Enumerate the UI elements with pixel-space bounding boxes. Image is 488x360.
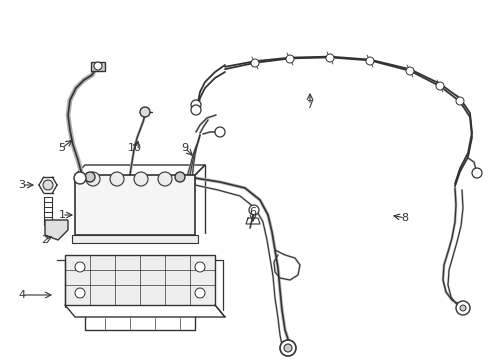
Circle shape [365,57,373,65]
Text: 8: 8 [401,213,408,223]
Circle shape [75,262,85,272]
Circle shape [248,205,259,215]
Bar [72,235,198,243]
Circle shape [134,172,148,186]
Bar [91,62,105,71]
Circle shape [140,107,150,117]
Circle shape [215,127,224,137]
Circle shape [285,55,293,63]
Circle shape [455,301,469,315]
Circle shape [435,82,443,90]
Circle shape [75,288,85,298]
Text: 2: 2 [41,235,48,245]
Circle shape [175,172,184,182]
Circle shape [250,59,259,67]
Circle shape [195,288,204,298]
Text: 6: 6 [249,207,256,217]
Circle shape [85,172,95,182]
Text: 5: 5 [59,143,65,153]
Circle shape [74,172,86,184]
Polygon shape [45,220,68,240]
Circle shape [191,100,201,110]
Circle shape [86,172,100,186]
Text: 3: 3 [19,180,25,190]
Circle shape [191,105,201,115]
Circle shape [284,344,291,352]
Circle shape [195,262,204,272]
Text: 1: 1 [59,210,65,220]
Bar [65,255,215,305]
Bar [75,175,195,235]
Text: 10: 10 [128,143,142,153]
Text: 4: 4 [19,290,25,300]
Text: 9: 9 [181,143,188,153]
Circle shape [158,172,172,186]
Circle shape [110,172,124,186]
Circle shape [471,168,481,178]
Circle shape [280,340,295,356]
Text: 7: 7 [306,100,313,110]
Circle shape [94,62,102,70]
Circle shape [459,305,465,311]
Circle shape [43,180,53,190]
Circle shape [455,97,463,105]
Circle shape [405,67,413,75]
Circle shape [325,54,333,62]
